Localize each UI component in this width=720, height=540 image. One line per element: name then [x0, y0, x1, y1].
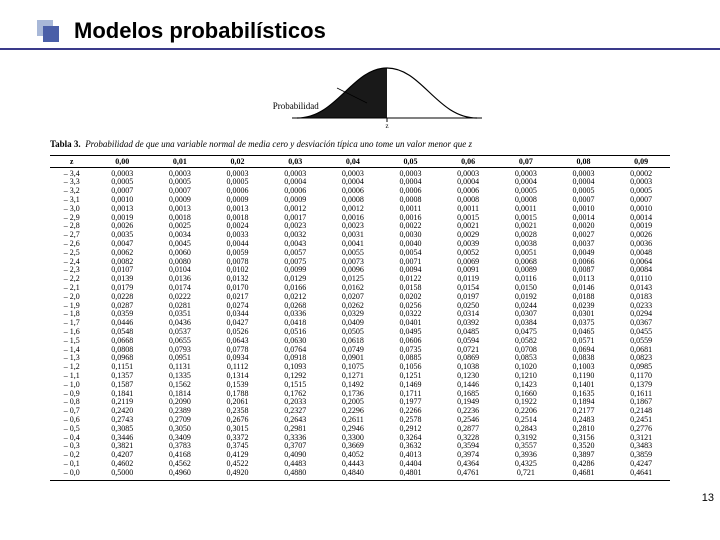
header-squares-icon [36, 19, 60, 43]
probability-cell: 0,4880 [266, 469, 324, 480]
table-caption: Tabla 3. Probabilidad de que una variabl… [50, 139, 670, 151]
table-column-header: 0,06 [439, 155, 497, 167]
table-column-header: 0,09 [612, 155, 670, 167]
table-header-row: z 0,000,010,020,030,040,050,060,070,080,… [50, 155, 670, 167]
slide-content: Probabilidad z Tabla 3. Probabilidad de … [0, 50, 720, 481]
table-row: – 0,00,50000,49600,49200,48800,48400,480… [50, 469, 670, 480]
probability-cell: 0,4840 [324, 469, 382, 480]
z-probability-table: z 0,000,010,020,030,040,050,060,070,080,… [50, 155, 670, 481]
slide-header: Modelos probabilísticos [0, 0, 720, 50]
probability-cell: 0,4801 [382, 469, 440, 480]
probability-cell: 0,5000 [93, 469, 151, 480]
probability-cell: 0,4761 [439, 469, 497, 480]
bell-curve-icon: z [287, 58, 487, 128]
z-value-cell: – 0,0 [50, 469, 93, 480]
table-body: – 3,40,00030,00030,00030,00030,00030,000… [50, 167, 670, 480]
probability-cell: 0,721 [497, 469, 555, 480]
probability-cell: 0,4641 [612, 469, 670, 480]
table-column-header: 0,03 [266, 155, 324, 167]
table-caption-text: Probabilidad de que una variable normal … [85, 139, 472, 149]
table-column-header: 0,08 [555, 155, 613, 167]
table-column-header: 0,05 [382, 155, 440, 167]
probability-cell: 0,4960 [151, 469, 209, 480]
normal-curve-figure: Probabilidad z [50, 58, 670, 133]
table-column-header: 0,00 [93, 155, 151, 167]
page-number: 13 [702, 492, 714, 504]
probability-cell: 0,4920 [209, 469, 267, 480]
slide-title: Modelos probabilísticos [74, 18, 326, 44]
table-column-header: 0,01 [151, 155, 209, 167]
probability-cell: 0,4681 [555, 469, 613, 480]
probability-label: Probabilidad [273, 101, 319, 111]
table-column-header: 0,04 [324, 155, 382, 167]
table-number: Tabla 3. [50, 139, 81, 149]
z-header: z [50, 155, 93, 167]
svg-text:z: z [386, 122, 389, 128]
table-column-header: 0,07 [497, 155, 555, 167]
table-column-header: 0,02 [209, 155, 267, 167]
